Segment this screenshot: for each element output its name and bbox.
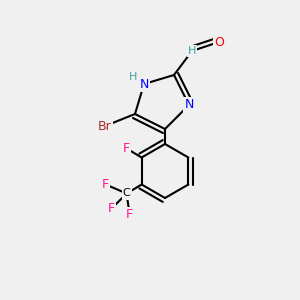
Text: O: O <box>214 35 224 49</box>
Text: F: F <box>102 178 109 191</box>
Text: F: F <box>123 142 130 155</box>
Text: F: F <box>108 202 115 215</box>
Text: C: C <box>123 188 130 199</box>
Text: N: N <box>184 98 194 112</box>
Text: H: H <box>188 46 196 56</box>
Text: H: H <box>129 71 138 82</box>
Text: N: N <box>139 77 149 91</box>
Text: Br: Br <box>98 119 112 133</box>
Text: F: F <box>126 208 133 221</box>
